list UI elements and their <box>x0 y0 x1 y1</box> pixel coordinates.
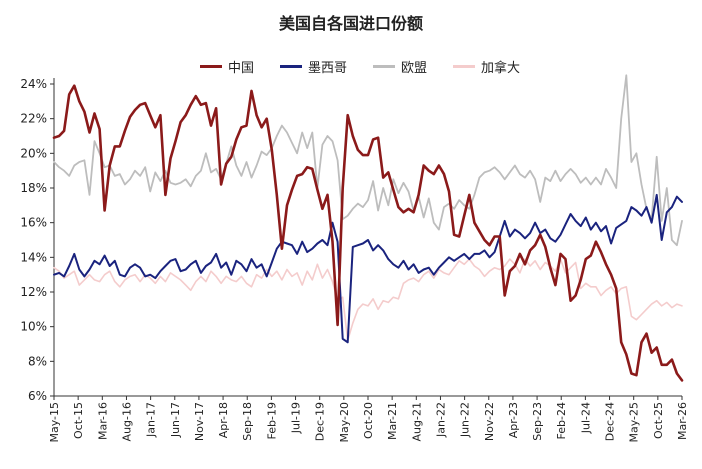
legend-label-eu: 欧盟 <box>401 60 428 76</box>
x-tick-label: Feb-24 <box>555 402 568 439</box>
x-tick-label: Jul-24 <box>579 402 592 434</box>
y-tick-label: 20% <box>20 146 47 160</box>
x-tick-label: Sep-18 <box>241 402 254 441</box>
legend-label-mexico: 墨西哥 <box>308 60 348 76</box>
y-tick-label: 8% <box>28 354 47 368</box>
legend-item-eu: 欧盟 <box>373 57 427 76</box>
x-tick-label: Dec-19 <box>314 402 327 441</box>
x-tick-label: Aug-21 <box>410 402 423 441</box>
legend-label-canada: 加拿大 <box>481 60 521 76</box>
x-tick-label: Oct-20 <box>362 402 375 439</box>
x-tick-label: Dec-24 <box>604 402 617 441</box>
x-axis-ticks: May-15 Oct-15 Mar-16 Aug-16 Jan-17 Jun-17 Nov-… <box>48 396 689 443</box>
y-tick-label: 18% <box>20 181 47 195</box>
x-tick-label: Jun-22 <box>459 402 472 438</box>
x-tick-label: Oct-25 <box>652 402 665 439</box>
x-tick-label: Mar-21 <box>386 402 399 440</box>
x-tick-label: Oct-15 <box>72 402 85 439</box>
legend-label-china: 中国 <box>228 60 255 76</box>
y-tick-label: 16% <box>20 216 47 230</box>
x-tick-label: Feb-19 <box>265 402 278 439</box>
series-line-0 <box>52 84 684 382</box>
chart-legend: 中国 墨西哥 欧盟 加拿大 <box>200 56 620 76</box>
y-tick-label: 24% <box>20 77 47 91</box>
x-tick-label: Aug-16 <box>120 402 133 441</box>
x-tick-label: Mar-26 <box>676 402 689 440</box>
legend-swatch-mexico <box>280 64 303 68</box>
x-tick-label: Nov-22 <box>483 402 496 441</box>
x-tick-label: Sep-23 <box>531 402 544 441</box>
x-tick-label: Jan-22 <box>434 402 447 438</box>
x-tick-label: May-25 <box>628 402 641 443</box>
y-tick-label: 12% <box>20 285 47 299</box>
series-line-3 <box>53 258 683 342</box>
x-tick-label: Jun-17 <box>169 402 182 438</box>
legend-swatch-eu <box>373 64 396 68</box>
x-tick-label: Apr-18 <box>217 402 230 438</box>
x-tick-label: Mar-16 <box>96 402 109 440</box>
legend-item-canada: 加拿大 <box>453 57 520 76</box>
chart-title: 美国自各国进口份额 <box>278 14 423 33</box>
x-tick-label: May-20 <box>338 402 351 443</box>
x-tick-label: Apr-23 <box>507 402 520 438</box>
legend-swatch-canada <box>453 64 476 68</box>
x-tick-label: Jan-17 <box>145 402 158 438</box>
y-tick-label: 22% <box>20 112 47 126</box>
series-lines <box>52 74 684 382</box>
y-tick-label: 10% <box>20 320 47 334</box>
series-line-1 <box>53 193 683 344</box>
series-line-2 <box>53 74 683 247</box>
x-tick-label: Jul-19 <box>290 402 303 434</box>
y-axis-ticks: 6% 8% 10% 12% 14% 16% 18% 20% 22% 24% <box>20 77 54 403</box>
legend-item-mexico: 墨西哥 <box>280 57 347 76</box>
legend-swatch-china <box>200 64 222 68</box>
x-tick-label: May-15 <box>48 402 61 443</box>
y-tick-label: 6% <box>28 389 47 403</box>
y-tick-label: 14% <box>20 250 47 264</box>
legend-item-china: 中国 <box>200 57 254 76</box>
x-tick-label: Nov-17 <box>193 402 206 441</box>
chart-axes <box>53 78 682 397</box>
